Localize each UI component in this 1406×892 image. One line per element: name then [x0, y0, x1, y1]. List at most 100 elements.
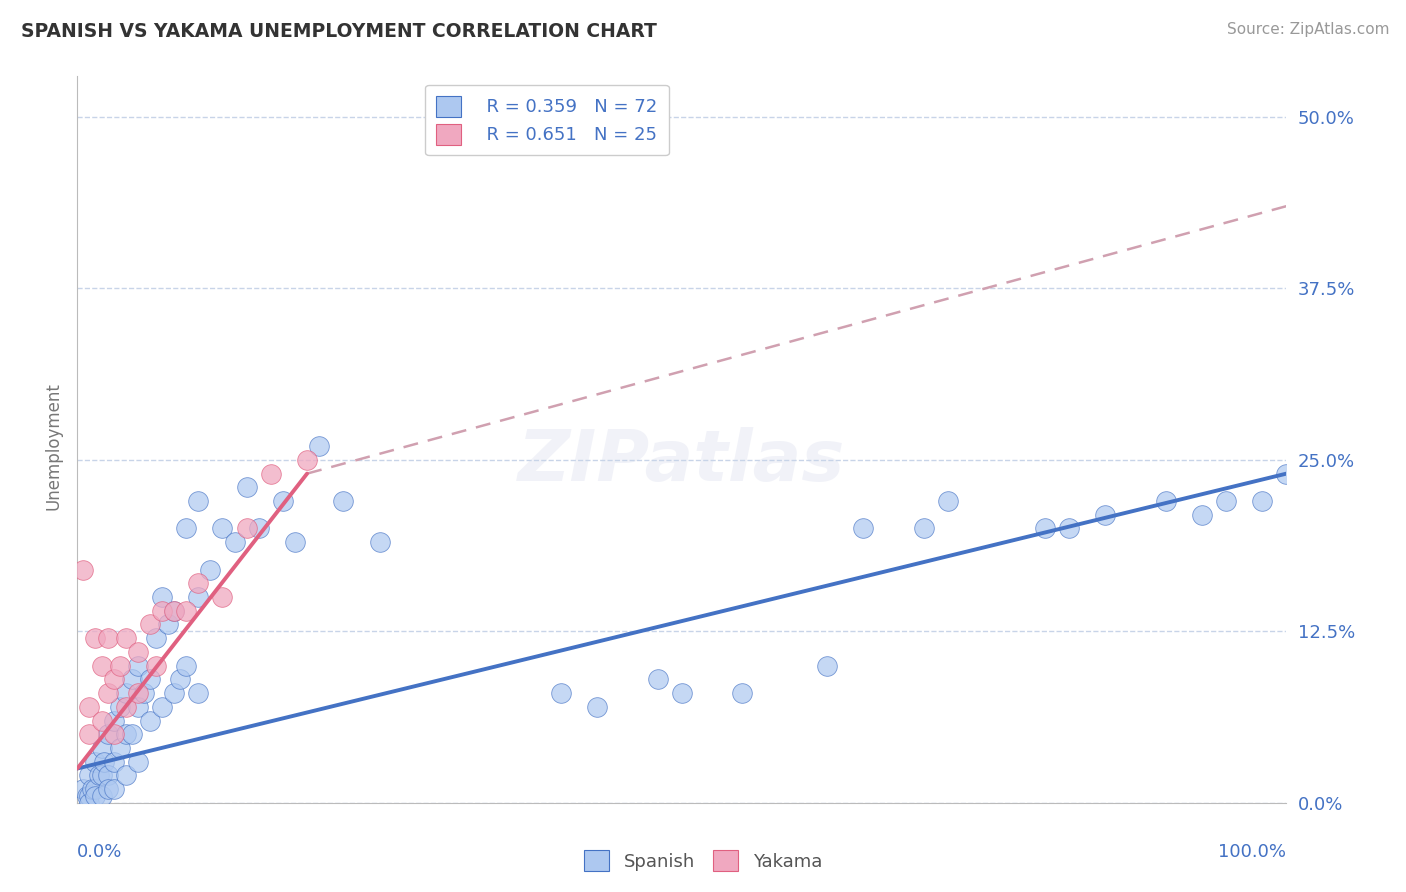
- Point: [163, 686, 186, 700]
- Point: [127, 699, 149, 714]
- Point: [187, 494, 209, 508]
- Point: [852, 521, 875, 535]
- Point: [1154, 494, 1177, 508]
- Point: [174, 658, 197, 673]
- Point: [295, 453, 318, 467]
- Point: [224, 535, 246, 549]
- Point: [79, 789, 101, 803]
- Point: [586, 699, 609, 714]
- Point: [79, 768, 101, 782]
- Point: [368, 535, 391, 549]
- Point: [108, 658, 131, 673]
- Point: [127, 686, 149, 700]
- Point: [145, 631, 167, 645]
- Point: [90, 740, 112, 755]
- Point: [284, 535, 307, 549]
- Point: [187, 590, 209, 604]
- Point: [108, 740, 131, 755]
- Point: [550, 686, 572, 700]
- Point: [96, 782, 118, 797]
- Point: [84, 755, 107, 769]
- Point: [79, 727, 101, 741]
- Point: [114, 631, 136, 645]
- Point: [235, 521, 257, 535]
- Point: [308, 439, 330, 453]
- Point: [79, 796, 101, 810]
- Point: [80, 782, 103, 797]
- Point: [87, 768, 110, 782]
- Point: [121, 727, 143, 741]
- Point: [72, 782, 94, 797]
- Point: [174, 604, 197, 618]
- Text: ZIPatlas: ZIPatlas: [519, 426, 845, 496]
- Point: [84, 789, 107, 803]
- Text: Unemployment: Unemployment: [45, 382, 62, 510]
- Point: [235, 480, 257, 494]
- Point: [90, 789, 112, 803]
- Point: [139, 617, 162, 632]
- Point: [103, 673, 125, 687]
- Point: [114, 699, 136, 714]
- Point: [90, 768, 112, 782]
- Point: [332, 494, 354, 508]
- Point: [108, 699, 131, 714]
- Point: [150, 590, 173, 604]
- Point: [187, 576, 209, 591]
- Point: [103, 755, 125, 769]
- Point: [163, 604, 186, 618]
- Point: [260, 467, 283, 481]
- Point: [114, 768, 136, 782]
- Point: [247, 521, 270, 535]
- Point: [187, 686, 209, 700]
- Point: [127, 755, 149, 769]
- Point: [96, 686, 118, 700]
- Point: [1191, 508, 1213, 522]
- Point: [76, 789, 98, 803]
- Point: [1215, 494, 1237, 508]
- Point: [103, 714, 125, 728]
- Point: [84, 631, 107, 645]
- Point: [174, 521, 197, 535]
- Legend: Spanish, Yakama: Spanish, Yakama: [576, 843, 830, 879]
- Point: [114, 686, 136, 700]
- Point: [96, 727, 118, 741]
- Point: [90, 658, 112, 673]
- Point: [936, 494, 959, 508]
- Point: [96, 631, 118, 645]
- Text: SPANISH VS YAKAMA UNEMPLOYMENT CORRELATION CHART: SPANISH VS YAKAMA UNEMPLOYMENT CORRELATI…: [21, 22, 657, 41]
- Point: [200, 563, 222, 577]
- Point: [127, 645, 149, 659]
- Point: [139, 714, 162, 728]
- Point: [671, 686, 693, 700]
- Point: [211, 521, 233, 535]
- Point: [1057, 521, 1080, 535]
- Point: [127, 658, 149, 673]
- Point: [79, 699, 101, 714]
- Point: [157, 617, 180, 632]
- Text: 0.0%: 0.0%: [77, 843, 122, 861]
- Point: [163, 604, 186, 618]
- Point: [150, 604, 173, 618]
- Point: [1251, 494, 1274, 508]
- Point: [815, 658, 838, 673]
- Point: [90, 714, 112, 728]
- Legend:   R = 0.359   N = 72,   R = 0.651   N = 25: R = 0.359 N = 72, R = 0.651 N = 25: [425, 85, 669, 155]
- Point: [647, 673, 669, 687]
- Point: [731, 686, 754, 700]
- Point: [211, 590, 233, 604]
- Point: [103, 782, 125, 797]
- Point: [1033, 521, 1056, 535]
- Point: [145, 658, 167, 673]
- Point: [912, 521, 935, 535]
- Point: [121, 673, 143, 687]
- Text: Source: ZipAtlas.com: Source: ZipAtlas.com: [1226, 22, 1389, 37]
- Point: [84, 782, 107, 797]
- Point: [96, 768, 118, 782]
- Point: [72, 563, 94, 577]
- Point: [150, 699, 173, 714]
- Point: [169, 673, 191, 687]
- Point: [271, 494, 294, 508]
- Point: [103, 727, 125, 741]
- Point: [1094, 508, 1116, 522]
- Point: [114, 727, 136, 741]
